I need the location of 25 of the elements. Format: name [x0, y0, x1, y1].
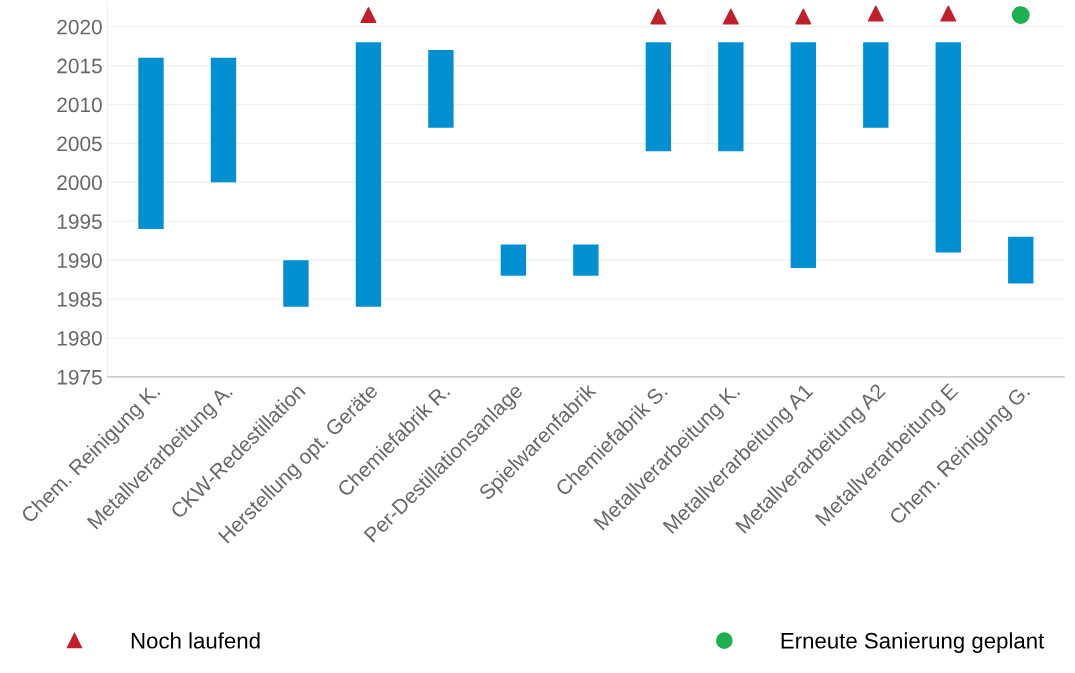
legend-label: Erneute Sanierung geplant [781, 632, 1045, 653]
y-tick-label: 2020 [57, 19, 102, 35]
y-tick-label: 1980 [57, 330, 102, 346]
bar [355, 42, 382, 307]
bar [283, 260, 309, 307]
y-tick-label: 1990 [57, 253, 102, 268]
y-tick-label: 2010 [57, 97, 102, 113]
y-tick-label: 2015 [57, 58, 102, 74]
bar [210, 57, 237, 183]
y-tick-label: 2005 [57, 136, 102, 152]
bar [645, 42, 672, 152]
bar [935, 42, 961, 253]
y-tick-label: 2000 [57, 175, 102, 191]
bar [718, 42, 744, 152]
legend-label: Noch laufend [131, 632, 260, 649]
y-tick-label: 1975 [57, 369, 102, 385]
bar [573, 244, 599, 276]
bar [138, 57, 164, 230]
bar [500, 244, 527, 276]
bar [1008, 236, 1034, 284]
y-tick-label: 1985 [57, 292, 102, 307]
bar [428, 50, 454, 128]
bar [863, 42, 889, 128]
bar [790, 42, 816, 268]
y-tick-label: 1995 [57, 214, 102, 229]
